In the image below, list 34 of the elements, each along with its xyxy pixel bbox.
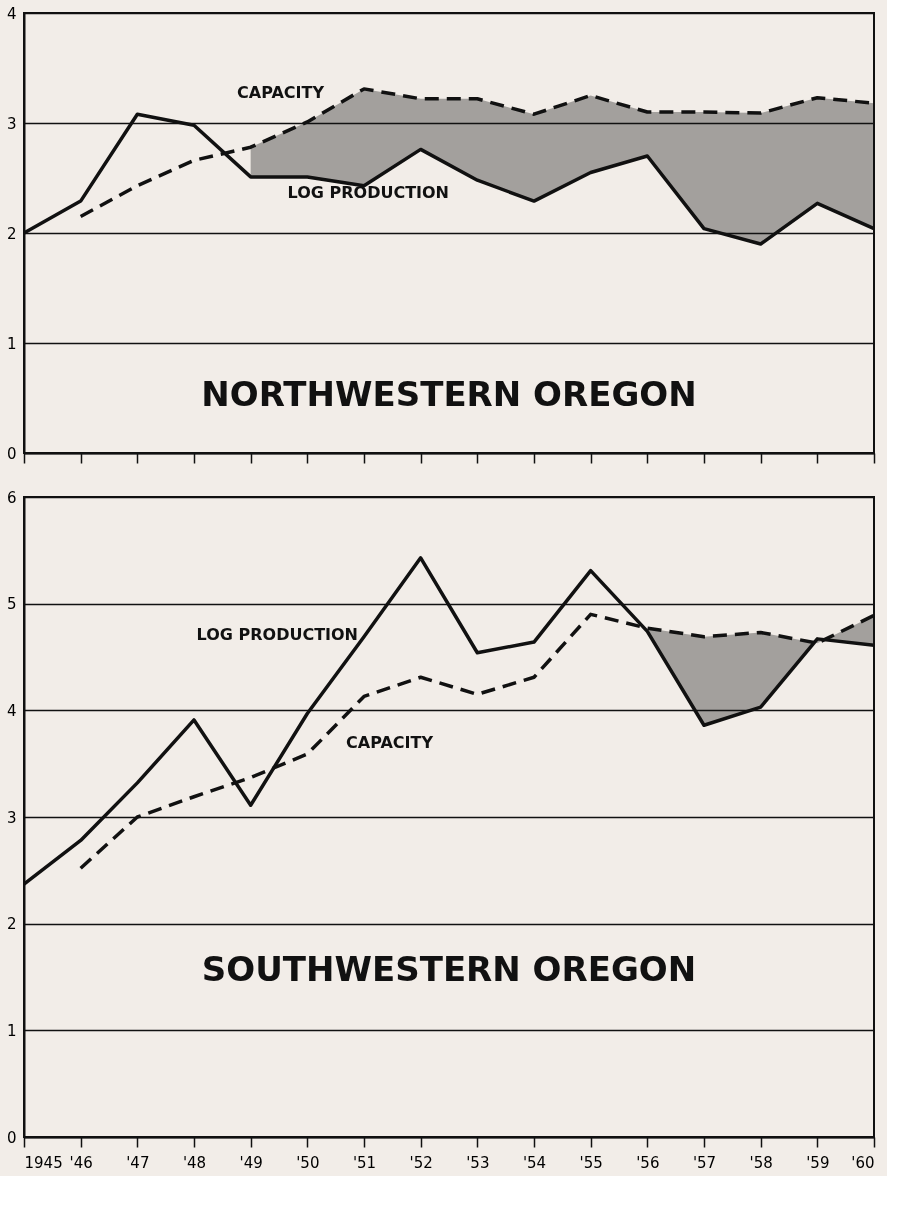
y-tick-label: 2 (6, 224, 17, 243)
annotation: CAPACITY (237, 83, 325, 102)
y-tick-label: 2 (6, 915, 17, 934)
x-tick-label: '46 (69, 1153, 93, 1172)
y-tick-label: 4 (6, 701, 17, 720)
x-tick-label: 1945 (24, 1153, 63, 1172)
annotation: LOG PRODUCTION (196, 625, 358, 644)
y-tick-label: 6 (6, 488, 17, 507)
y-tick-label: 4 (6, 4, 17, 23)
x-tick-label: '49 (239, 1153, 263, 1172)
x-tick-label: '57 (692, 1153, 717, 1172)
text: NORTHWESTERN OREGON (201, 373, 697, 414)
x-tick-label: '48 (182, 1153, 207, 1172)
x-tick-label: '59 (806, 1153, 830, 1172)
y-tick-label: 3 (6, 808, 17, 827)
x-tick-label: '52 (409, 1153, 433, 1172)
y-tick-label: 5 (6, 595, 17, 614)
y-tick-label: 0 (6, 444, 17, 463)
annotation: LOG PRODUCTION (287, 183, 449, 202)
x-tick-label: '54 (522, 1153, 547, 1172)
annotation: CAPACITY (346, 733, 434, 752)
y-tick-label: 1 (6, 1021, 17, 1040)
x-tick-label: '51 (352, 1153, 377, 1172)
x-tick-label: '55 (579, 1153, 603, 1172)
y-tick-label: 1 (6, 334, 17, 353)
x-tick-label: '58 (749, 1153, 773, 1172)
x-tick-label: '47 (126, 1153, 150, 1172)
x-tick-label: '56 (636, 1153, 660, 1172)
text: SOUTHWESTERN OREGON (201, 948, 697, 989)
x-tick-label: '60 (851, 1153, 875, 1172)
y-tick-label: 0 (6, 1128, 17, 1147)
x-tick-label: '50 (296, 1153, 320, 1172)
y-tick-label: 3 (6, 114, 17, 133)
x-tick-label: '53 (466, 1153, 490, 1172)
